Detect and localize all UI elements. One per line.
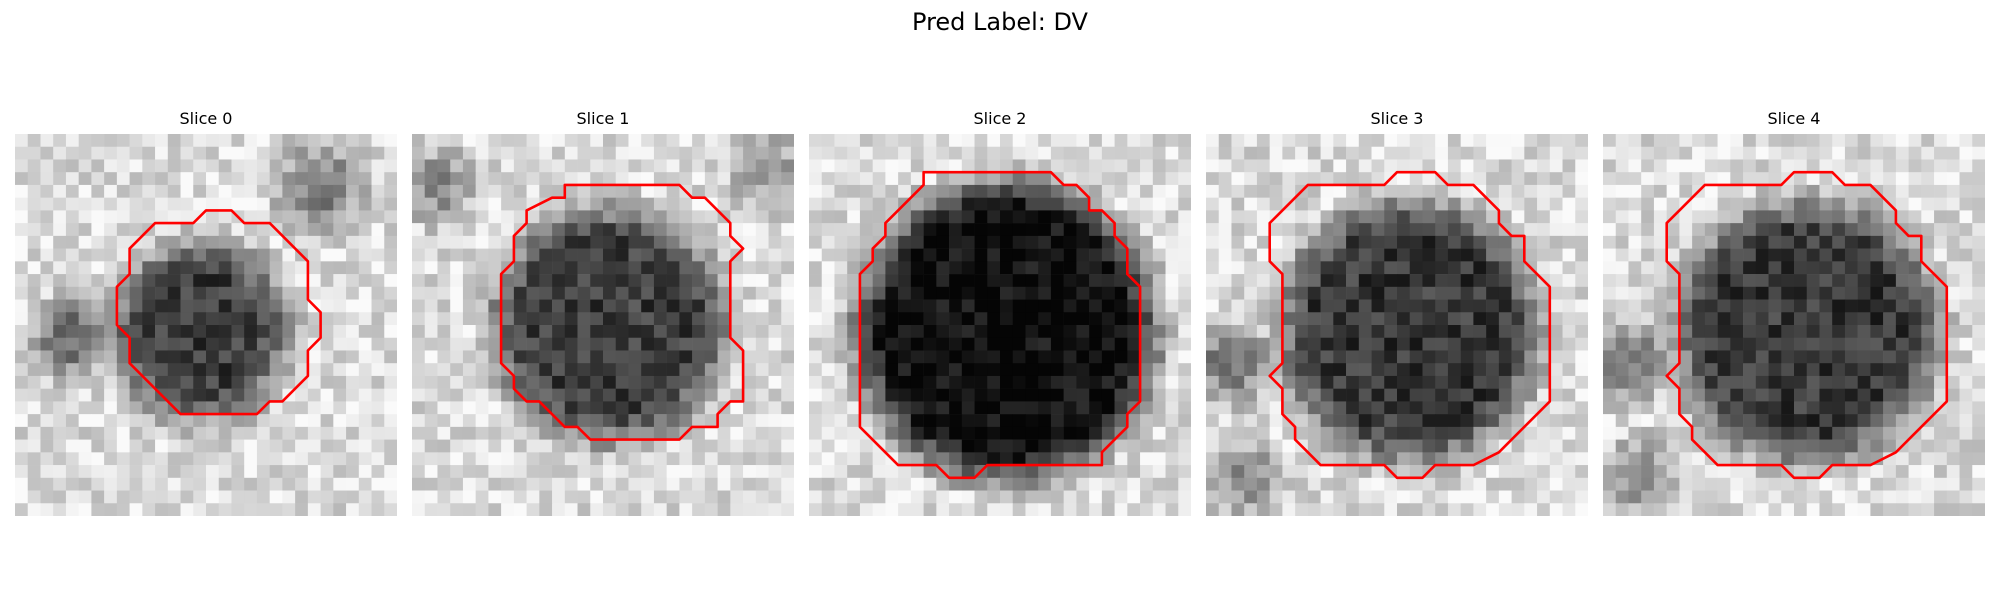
segmentation-contour xyxy=(499,183,745,441)
slice-panel-2: Slice 2 xyxy=(809,108,1191,518)
segmentation-contour xyxy=(1268,170,1552,480)
slice-image xyxy=(809,134,1191,516)
slice-image xyxy=(1603,134,1985,516)
slice-title: Slice 4 xyxy=(1767,109,1821,128)
slice-image xyxy=(15,134,397,516)
segmentation-contour xyxy=(115,209,322,416)
slice-title: Slice 1 xyxy=(576,109,630,128)
segmentation-contour xyxy=(1665,170,1949,480)
slice-title: Slice 2 xyxy=(973,109,1027,128)
slice-image xyxy=(1206,134,1588,516)
slice-panel-3: Slice 3 xyxy=(1206,108,1588,518)
slice-panel-1: Slice 1 xyxy=(412,108,794,518)
slice-title: Slice 0 xyxy=(179,109,233,128)
figure-title: Pred Label: DV xyxy=(912,8,1088,36)
slice-image xyxy=(412,134,794,516)
segmentation-contour xyxy=(858,170,1142,480)
slice-title: Slice 3 xyxy=(1370,109,1424,128)
slice-panel-4: Slice 4 xyxy=(1603,108,1985,518)
slice-panel-0: Slice 0 xyxy=(15,108,397,518)
